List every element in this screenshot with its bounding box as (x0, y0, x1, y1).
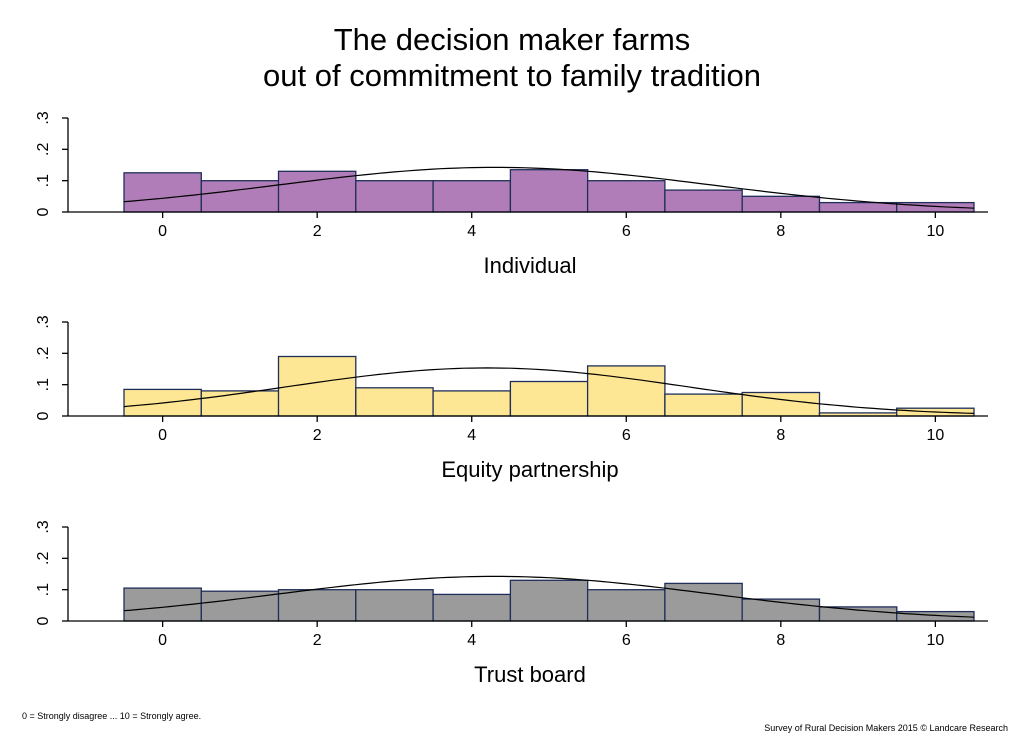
histogram-bar (664, 393, 743, 417)
x-tick-label: 6 (622, 427, 631, 444)
histogram-panel: 0 .1 .2 .3 0 2 4 6 8 10 Equity partnership (35, 315, 988, 482)
y-tick-label: 0 (35, 411, 52, 420)
x-tick-label: 10 (927, 223, 945, 240)
panel-x-axis-label: Individual (484, 253, 577, 278)
histogram-bar (200, 590, 280, 622)
histogram-bar (277, 170, 357, 213)
normal-density-curve (123, 575, 975, 618)
histogram-bar (200, 390, 280, 417)
histogram-bar (123, 172, 202, 213)
y-tick-label: .1 (35, 174, 52, 187)
histogram-panel: 0 .1 .2 .3 0 2 4 6 8 10 Trust board (35, 520, 988, 687)
x-tick-label: 8 (776, 223, 785, 240)
histogram-bar (818, 201, 898, 213)
histogram-bar (586, 180, 666, 213)
y-tick-label: .1 (35, 378, 52, 391)
x-tick-label: 6 (622, 223, 631, 240)
x-tick-label: 10 (927, 427, 945, 444)
y-tick-label: .3 (35, 315, 52, 328)
chart-title-line-2: out of commitment to family tradition (263, 58, 761, 93)
y-tick-label: .1 (35, 583, 52, 596)
histogram-bar (509, 169, 589, 213)
histogram-bar (355, 387, 434, 417)
histogram-bar (277, 589, 357, 622)
x-tick-label: 2 (313, 427, 322, 444)
histogram-bar (586, 365, 666, 417)
histogram-bar (355, 180, 434, 213)
chart-title-line-1: The decision maker farms (334, 22, 691, 57)
histogram-bar (586, 589, 666, 622)
y-tick-label: .2 (35, 143, 52, 156)
normal-density-curve (123, 367, 975, 414)
histogram-bar (818, 606, 898, 622)
y-tick-label: .3 (35, 520, 52, 533)
scale-note: 0 = Strongly disagree ... 10 = Strongly … (22, 711, 201, 721)
panel-x-axis-label: Trust board (474, 662, 586, 687)
histogram-bar (355, 589, 434, 622)
y-tick-label: 0 (35, 616, 52, 625)
x-tick-label: 6 (622, 632, 631, 649)
x-tick-label: 8 (776, 427, 785, 444)
x-tick-label: 4 (467, 223, 476, 240)
y-tick-label: .2 (35, 347, 52, 360)
x-tick-label: 8 (776, 632, 785, 649)
histogram-panel: 0 .1 .2 .3 0 2 4 6 8 10 Individual (35, 111, 988, 278)
histogram-bar (432, 593, 512, 622)
x-tick-label: 0 (158, 632, 167, 649)
histogram-bar (200, 180, 280, 213)
x-tick-label: 2 (313, 632, 322, 649)
x-tick-label: 2 (313, 223, 322, 240)
x-tick-label: 0 (158, 427, 167, 444)
y-tick-label: .2 (35, 552, 52, 565)
histogram-bar (509, 380, 589, 417)
x-tick-label: 0 (158, 223, 167, 240)
histogram-panels: 0 .1 .2 .3 0 2 4 6 8 10 Individual 0 .1 .2 .3 0 2 4 6 8 10 Eq… (35, 111, 988, 687)
x-tick-label: 10 (927, 632, 945, 649)
source-credit: Survey of Rural Decision Makers 2015 © L… (764, 723, 1008, 733)
histogram-bar (664, 189, 743, 213)
histogram-bar (432, 180, 512, 213)
histogram-bar (509, 579, 589, 622)
x-tick-label: 4 (467, 632, 476, 649)
y-tick-label: 0 (35, 207, 52, 216)
y-tick-label: .3 (35, 111, 52, 124)
histogram-bar (432, 390, 512, 417)
normal-density-curve (123, 166, 975, 209)
x-tick-label: 4 (467, 427, 476, 444)
histogram-bar (741, 195, 821, 213)
panel-x-axis-label: Equity partnership (441, 457, 618, 482)
